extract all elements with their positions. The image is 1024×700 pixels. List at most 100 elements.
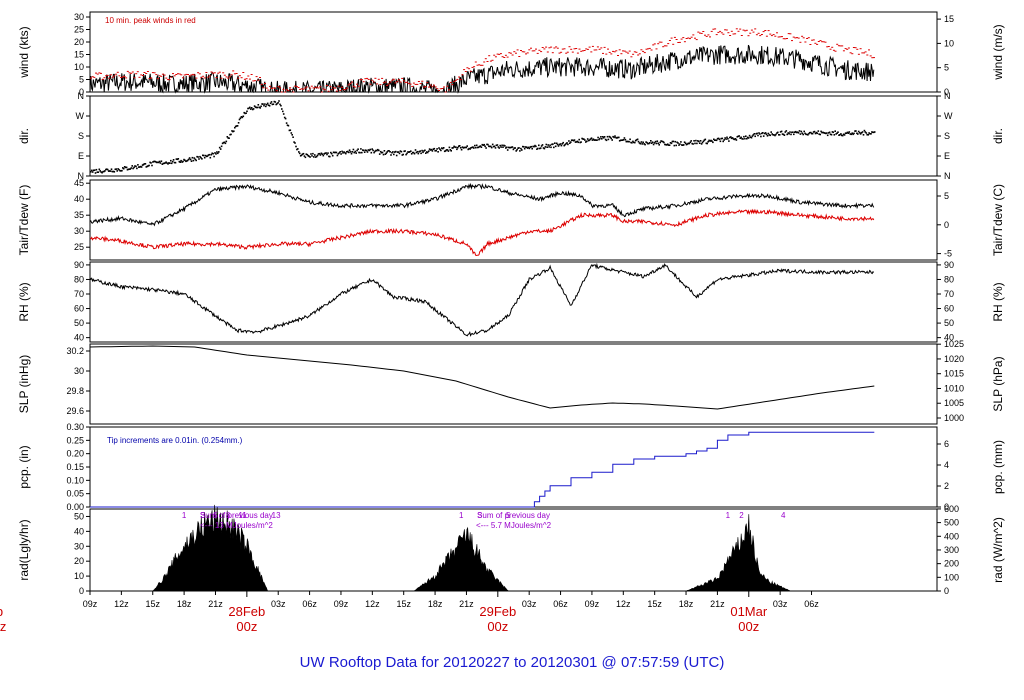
- direction-point: [199, 155, 201, 158]
- direction-point: [853, 132, 855, 135]
- direction-point: [240, 116, 243, 118]
- direction-point: [156, 161, 159, 164]
- direction-point: [310, 153, 312, 155]
- direction-point: [463, 146, 466, 149]
- direction-point: [611, 139, 613, 141]
- direction-point: [98, 168, 101, 171]
- direction-point: [752, 134, 755, 136]
- direction-point: [615, 136, 617, 139]
- direction-point: [859, 133, 862, 135]
- direction-point: [458, 145, 460, 147]
- direction-point: [620, 139, 623, 141]
- direction-point: [408, 151, 410, 153]
- direction-point: [649, 142, 651, 144]
- direction-point: [714, 139, 717, 141]
- right-tick-label: 40: [944, 333, 954, 343]
- direction-point: [505, 147, 507, 149]
- direction-point: [850, 133, 852, 136]
- direction-point: [621, 139, 624, 141]
- direction-point: [414, 149, 417, 151]
- day-sub-label: 00z: [0, 619, 6, 634]
- left-tick-label: 15: [74, 50, 84, 60]
- direction-point: [703, 139, 706, 141]
- right-tick-label: 90: [944, 260, 954, 270]
- direction-point: [455, 146, 457, 149]
- direction-point: [821, 131, 823, 134]
- direction-point: [485, 147, 487, 149]
- direction-point: [117, 168, 119, 170]
- time-tick-label: 03z: [773, 599, 788, 609]
- direction-point: [857, 133, 859, 135]
- right-tick-label: 5: [944, 191, 949, 201]
- direction-point: [553, 146, 555, 149]
- direction-point: [727, 138, 729, 140]
- direction-point: [570, 141, 572, 143]
- direction-point: [468, 147, 470, 150]
- direction-point: [587, 139, 590, 142]
- direction-point: [746, 136, 749, 139]
- y-axis-label-left: Tair/Tdew (F): [17, 185, 31, 256]
- direction-point: [362, 149, 364, 151]
- direction-point: [711, 140, 713, 142]
- direction-point: [373, 151, 375, 154]
- direction-point: [653, 142, 656, 144]
- direction-point: [726, 136, 728, 139]
- direction-point: [746, 137, 748, 140]
- rad-annotation: Sum of previous day: [477, 511, 550, 520]
- direction-point: [183, 158, 185, 161]
- direction-point: [527, 146, 530, 149]
- direction-point: [695, 139, 697, 142]
- direction-point: [379, 150, 382, 153]
- direction-point: [640, 141, 643, 143]
- direction-point: [801, 132, 804, 135]
- direction-point: [481, 143, 484, 146]
- direction-point: [456, 148, 458, 151]
- series-Tair: [89, 182, 875, 227]
- direction-point: [403, 150, 405, 153]
- direction-point: [265, 105, 267, 108]
- series-solar: [413, 526, 509, 592]
- direction-point: [516, 148, 518, 151]
- direction-point: [175, 158, 178, 160]
- direction-point: [870, 133, 872, 135]
- direction-point: [810, 131, 812, 134]
- direction-point: [692, 143, 694, 145]
- direction-point: [529, 146, 532, 148]
- direction-point: [724, 137, 726, 139]
- left-tick-label: 80: [74, 274, 84, 284]
- panel-rh: 40 50 60 70 80 90 40 50 60 70 80 90 RH (%) RH (%): [17, 260, 1005, 343]
- direction-point: [828, 131, 831, 134]
- direction-point: [686, 143, 689, 145]
- direction-point: [464, 146, 467, 149]
- right-tick-label: 1015: [944, 369, 964, 379]
- direction-point: [426, 151, 428, 153]
- direction-point: [454, 146, 456, 148]
- direction-point: [683, 141, 686, 143]
- direction-point: [626, 140, 628, 143]
- direction-point: [169, 162, 171, 164]
- time-tick-label: 21z: [208, 599, 223, 609]
- series-solar: [685, 514, 791, 592]
- right-tick-label: 0: [944, 87, 949, 97]
- direction-point: [592, 138, 595, 140]
- direction-point: [279, 103, 281, 106]
- direction-point: [331, 154, 334, 157]
- direction-point: [748, 134, 751, 137]
- direction-point: [186, 159, 189, 162]
- direction-point: [528, 147, 531, 150]
- panel-wind: 0 5 10 15 20 25 30 0 5 10 15 wind (kts) wind (m/s) 10…: [17, 11, 1005, 97]
- time-tick-label: 15z: [145, 599, 160, 609]
- right-tick-label: 50: [944, 318, 954, 328]
- direction-point: [348, 149, 351, 151]
- right-tick-label: S: [944, 131, 950, 141]
- direction-point: [580, 141, 582, 143]
- time-tick-label: 06z: [302, 599, 317, 609]
- left-tick-label: 90: [74, 260, 84, 270]
- direction-point: [718, 138, 721, 141]
- direction-point: [352, 148, 355, 151]
- left-tick-label: 30.2: [66, 346, 84, 356]
- direction-point: [826, 134, 829, 137]
- direction-point: [152, 161, 154, 163]
- direction-point: [396, 151, 399, 153]
- day-label: 28Feb: [228, 604, 265, 619]
